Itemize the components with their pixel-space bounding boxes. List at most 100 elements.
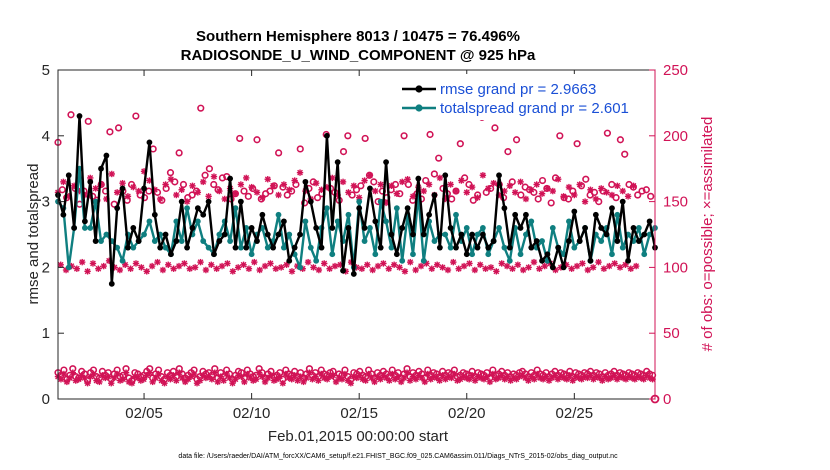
- obs-possible-marker: [647, 192, 655, 200]
- series-point-rmse: [221, 231, 228, 238]
- series-point-rmse: [453, 244, 459, 251]
- obs-assimilated-low-marker: [190, 370, 198, 378]
- series-point-rmse: [479, 231, 486, 238]
- series-point-totalspread: [506, 257, 513, 264]
- obs-assimilated-marker: [113, 189, 121, 196]
- series-point-rmse: [399, 225, 406, 231]
- obs-assimilated-marker: [525, 264, 532, 271]
- obs-assimilated-low-marker: [60, 370, 68, 378]
- obs-assimilated-marker: [350, 182, 358, 190]
- obs-assimilated-marker: [100, 262, 107, 270]
- obs-assimilated-marker: [511, 189, 519, 196]
- obs-assimilated-low-marker: [220, 377, 227, 384]
- series-point-totalspread: [200, 238, 207, 244]
- series-point-rmse: [114, 205, 121, 212]
- y-axis-left: 0 1 2 3 4 5: [42, 62, 64, 408]
- obs-possible-marker: [608, 180, 616, 189]
- obs-assimilated-low-marker: [276, 373, 284, 380]
- series-point-totalspread: [367, 225, 373, 231]
- obs-assimilated-marker: [261, 262, 269, 270]
- series-point-totalspread: [377, 198, 384, 205]
- obs-assimilated-marker: [186, 265, 193, 272]
- series-point-totalspread: [571, 244, 578, 251]
- series-point-rmse: [603, 231, 610, 238]
- series-point-totalspread: [130, 244, 137, 251]
- obs-possible-marker: [175, 149, 183, 157]
- obs-assimilated-marker: [162, 181, 169, 188]
- obs-assimilated-marker: [315, 266, 323, 274]
- obs-possible-marker: [210, 180, 218, 189]
- series-point-totalspread: [119, 257, 126, 264]
- series-point-totalspread: [399, 257, 406, 264]
- series-point-rmse: [329, 225, 336, 231]
- obs-assimilated-marker: [234, 264, 242, 271]
- legend-box: [400, 74, 650, 120]
- series-point-rmse: [157, 244, 164, 251]
- data-file-footer: data file: /Users/raeder/DAI/ATM_forcXX/…: [178, 453, 618, 460]
- obs-assimilated-marker: [452, 187, 460, 195]
- x-tick-label: 02/25: [556, 405, 594, 422]
- series-point-totalspread: [420, 257, 427, 264]
- obs-possible-marker: [145, 187, 153, 195]
- obs-assimilated-marker: [616, 264, 624, 271]
- obs-assimilated-low-marker: [149, 378, 156, 386]
- series-point-rmse: [356, 205, 363, 212]
- series-point-rmse: [237, 198, 244, 205]
- series-point-totalspread: [151, 238, 158, 244]
- series-line-rmse: [56, 114, 657, 286]
- series-point-rmse: [259, 211, 266, 218]
- obs-assimilated-marker: [189, 182, 196, 190]
- obs-assimilated-marker: [127, 265, 134, 272]
- series-point-totalspread: [485, 251, 492, 258]
- series-point-rmse: [614, 238, 621, 244]
- obs-assimilated-marker: [232, 190, 239, 197]
- obs-assimilated-marker: [377, 181, 384, 188]
- series-point-rmse: [576, 238, 583, 244]
- legend-label-totalspread: totalspread grand pr = 2.601: [440, 100, 629, 117]
- obs-assimilated-marker: [216, 187, 223, 195]
- obs-assimilated-low-marker: [223, 370, 230, 378]
- obs-assimilated-marker: [124, 193, 132, 200]
- y-left-tick-label: 0: [42, 391, 50, 408]
- obs-possible-marker: [313, 194, 322, 202]
- obs-assimilated-marker: [388, 182, 395, 190]
- series-point-rmse: [297, 231, 303, 238]
- obs-assimilated-marker: [345, 189, 352, 196]
- series-point-rmse: [458, 231, 465, 238]
- obs-assimilated-low-marker: [486, 378, 494, 386]
- obs-assimilated-marker: [79, 258, 86, 266]
- obs-assimilated-marker: [326, 265, 333, 272]
- obs-assimilated-marker: [175, 262, 183, 270]
- obs-assimilated-marker: [374, 262, 382, 270]
- obs-assimilated-marker: [401, 268, 409, 275]
- obs-assimilated-low-marker: [291, 372, 298, 379]
- series-point-totalspread: [178, 238, 185, 244]
- series-point-totalspread: [566, 218, 572, 225]
- obs-assimilated-low-marker: [258, 373, 266, 380]
- series-point-rmse: [635, 238, 642, 244]
- series-point-rmse: [447, 225, 454, 231]
- obs-assimilated-low-marker: [297, 373, 304, 380]
- obs-assimilated-low-marker: [119, 376, 127, 383]
- series-point-rmse: [146, 139, 153, 146]
- obs-possible-marker: [512, 136, 521, 144]
- y-right-tick-label: 50: [663, 325, 680, 342]
- series-point-rmse: [125, 244, 131, 251]
- series-point-rmse: [345, 225, 352, 231]
- obs-assimilated-marker: [275, 191, 282, 199]
- series-point-rmse: [388, 231, 395, 238]
- series-point-rmse: [168, 251, 174, 258]
- obs-assimilated-marker: [248, 183, 255, 191]
- obs-assimilated-low-marker: [214, 378, 221, 386]
- obs-assimilated-marker: [84, 268, 91, 275]
- obs-possible-marker: [582, 175, 590, 183]
- series-point-rmse: [404, 205, 411, 212]
- series-point-rmse: [350, 271, 357, 277]
- series-point-rmse: [528, 244, 535, 251]
- series-point-rmse: [162, 231, 169, 238]
- obs-assimilated-low-marker: [383, 374, 390, 382]
- obs-assimilated-marker: [253, 189, 261, 196]
- series-point-totalspread: [523, 231, 529, 238]
- legend-marker-rmse: [415, 85, 423, 93]
- chart-title-line2: RADIOSONDE_U_WIND_COMPONENT @ 925 hPa: [181, 47, 536, 64]
